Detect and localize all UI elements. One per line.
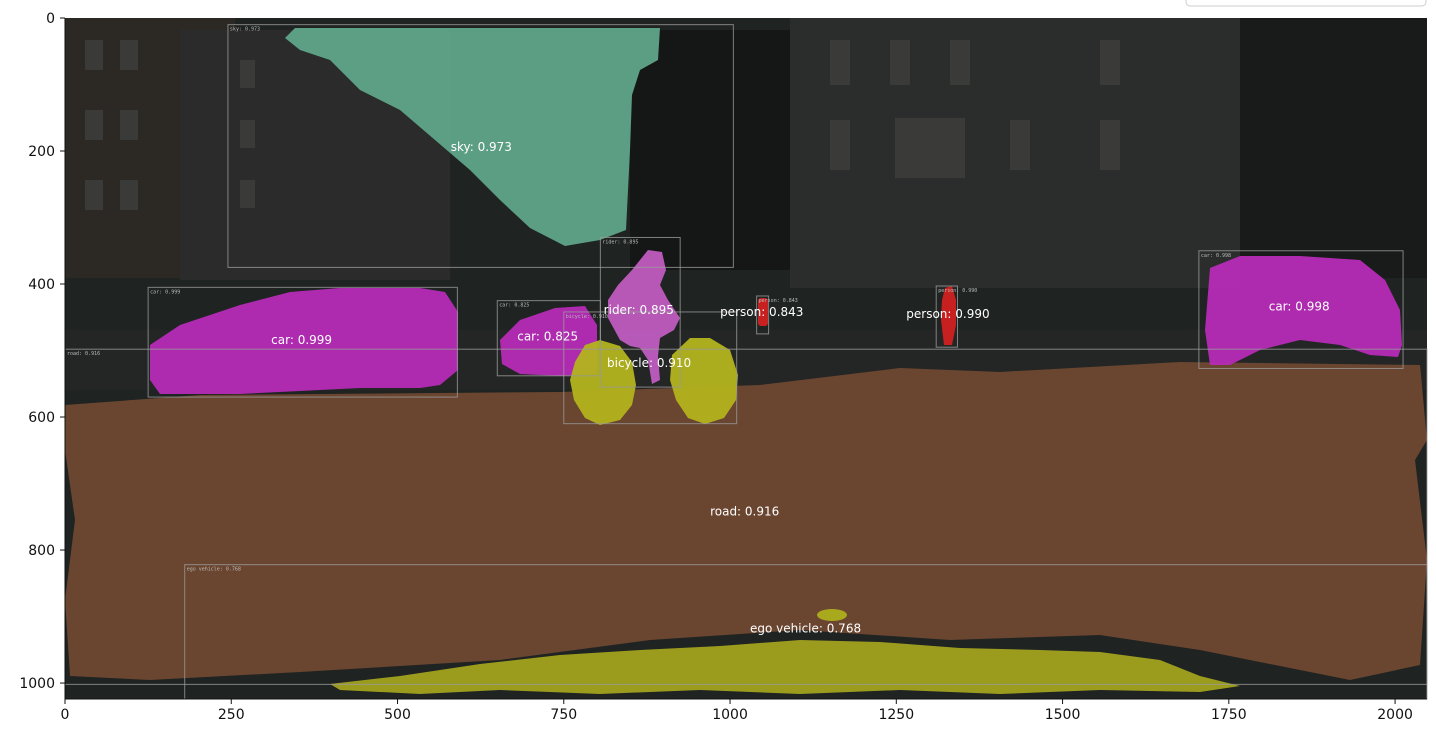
bicycle-bounding-box [563,311,738,425]
y-tick-label: 600 [28,410,55,426]
rider-mask [608,250,680,384]
x-tick-label: 1750 [1211,707,1247,723]
y-tick-label: 0 [46,11,55,27]
x-tick-label: 250 [218,707,245,723]
road-box-tag: road: 0.916 [67,351,100,357]
x-tick-label: 1250 [878,707,914,723]
x-tick-label: 750 [550,707,577,723]
image-plot [65,18,1427,699]
trees-right [1240,18,1427,278]
sky-mask [285,28,660,246]
x-tick-label: 1000 [712,707,748,723]
sky-bounding-box [227,24,734,268]
person-bounding-box [756,295,770,335]
road-mask [65,362,1427,680]
person-label: person: 0.990 [906,307,989,321]
car-label: car: 0.999 [271,333,332,347]
figure-toolbar[interactable] [1185,0,1427,7]
sky-label: sky: 0.973 [451,140,512,154]
car-bounding-box [147,286,458,398]
person-bounding-box [935,285,958,348]
ego-vehicle-mask [330,640,1240,694]
person-box-tag: person: 0.843 [759,298,798,304]
car-right-mask [1205,256,1402,365]
car-bounding-box [1198,250,1404,369]
y-tick-label: 800 [28,543,55,559]
mercedes-star [817,609,847,621]
detection-labels: sky: 0.973 car: 0.999 car: 0.825 rider: 0.8… [271,140,1329,635]
y-tick-label: 1000 [19,676,55,692]
person-label: person: 0.843 [720,305,803,319]
person-box-tag: person: 0.990 [938,288,977,294]
person-right-mask [941,286,956,345]
rider-label: rider: 0.895 [604,303,674,317]
car-box-tag: car: 0.999 [150,289,180,295]
car-box-tag: car: 0.825 [499,303,529,309]
rider-box-tag: rider: 0.895 [602,239,638,245]
x-tick-label: 1500 [1045,707,1081,723]
car-center-mask [500,306,597,376]
bicycle-box-tag: bicycle: 0.910 [566,314,608,320]
y-tick-label: 400 [28,277,55,293]
sky-box-tag: sky: 0.973 [230,27,260,33]
person-center-mask [758,298,768,326]
bicycle-mask [570,338,738,425]
road-label: road: 0.916 [710,504,779,518]
bicycle-label: bicycle: 0.910 [607,356,691,370]
ego-vehicle-label: ego vehicle: 0.768 [750,621,861,635]
x-tick-label: 0 [61,707,70,723]
y-ticks: 0 200 400 600 800 1000 [19,11,65,692]
car-label: car: 0.825 [517,330,578,344]
trees-center [630,30,790,270]
x-tick-label: 500 [384,707,411,723]
building-windows [85,40,1120,210]
car-box-tag: car: 0.998 [1201,253,1231,259]
y-tick-label: 200 [28,144,55,160]
ego-vehicle-box-tag: ego vehicle: 0.768 [187,567,241,573]
axes: 0 250 500 750 1000 1250 1500 1750 2000 0 200 400 60… [19,11,1427,723]
car-label: car: 0.998 [1269,300,1330,314]
x-ticks: 0 250 500 750 1000 1250 1500 1750 2000 [61,699,1413,723]
x-tick-label: 2000 [1377,707,1413,723]
car-left-mask [150,288,458,394]
